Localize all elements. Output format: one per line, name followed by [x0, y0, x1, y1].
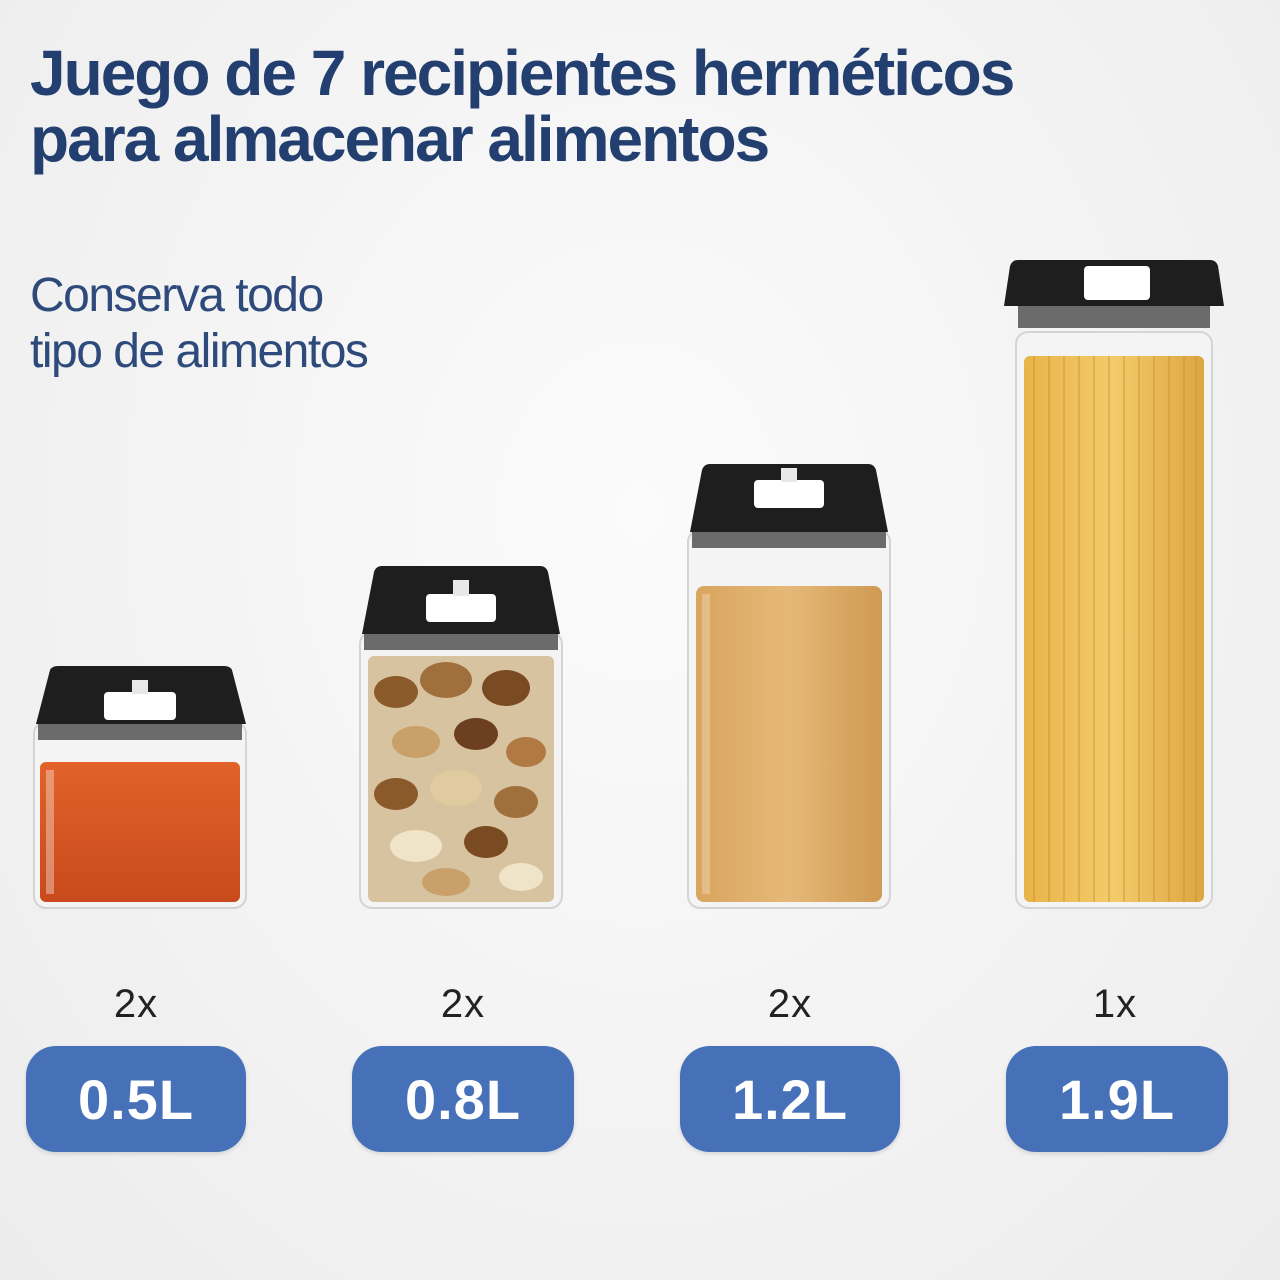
title-line-1: Juego de 7 recipientes herméticos [30, 37, 1015, 109]
container-medium-image [356, 562, 566, 912]
quantity-label: 2x [767, 982, 813, 1026]
volume-badge: 1.2L [680, 1046, 900, 1152]
container-small-image [30, 662, 250, 912]
quantity-label: 2x [440, 982, 486, 1026]
page-subtitle: Conserva todo tipo de alimentos [30, 268, 369, 380]
volume-badge: 0.8L [352, 1046, 574, 1152]
subtitle-line-2: tipo de alimentos [30, 325, 369, 378]
volume-badge: 1.9L [1006, 1046, 1228, 1152]
page-title: Juego de 7 recipientes herméticos para a… [30, 37, 1015, 175]
container-large-image [684, 460, 894, 912]
title-line-2: para almacenar alimentos [30, 103, 770, 175]
volume-badge: 0.5L [26, 1046, 246, 1152]
subtitle-line-1: Conserva todo [30, 269, 324, 322]
quantity-label: 2x [113, 982, 159, 1026]
container-xlarge-image [1004, 256, 1224, 912]
quantity-label: 1x [1092, 982, 1138, 1026]
